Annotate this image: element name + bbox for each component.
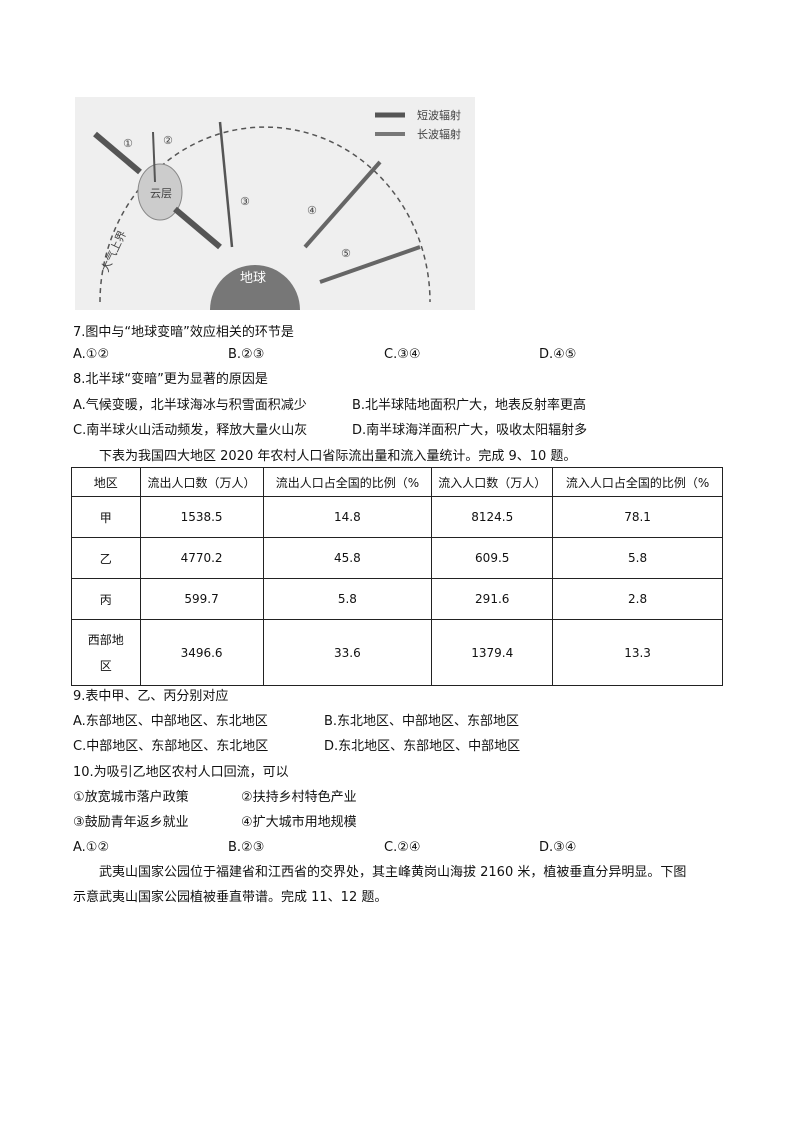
q7-option-a: A.①②	[73, 347, 110, 362]
q10-option-a: A.①②	[73, 840, 110, 855]
q10-option-d: D.③④	[539, 840, 577, 855]
q10-option-b: B.②③	[228, 840, 265, 855]
q8-option-d: D.南半球海洋面积广大，吸收太阳辐射多	[352, 423, 588, 438]
q9-option-a: A.东部地区、中部地区、东北地区	[73, 714, 268, 729]
svg-text:③: ③	[240, 195, 250, 208]
radiation-diagram: 地球 云层 大气上界 ① ② ③ ④ ⑤ 短波辐射 长波辐射	[75, 97, 475, 310]
legend-shortwave: 短波辐射	[417, 108, 461, 122]
table-row: 丙 599.7 5.8 291.6 2.8	[71, 578, 723, 620]
q9-option-c: C.中部地区、东部地区、东北地区	[73, 739, 269, 754]
table-row: 甲 1538.5 14.8 8124.5 78.1	[71, 496, 723, 538]
shortwave-arrow-3	[218, 121, 234, 248]
longwave-arrow-4	[303, 160, 382, 249]
population-table: 地区 流出人口数（万人） 流出人口占全国的比例（% 流入人口数（万人） 流入人口占全国的…	[71, 467, 723, 686]
shortwave-arrow-1	[93, 131, 142, 175]
cloud-icon	[137, 163, 183, 221]
table-row: 乙 4770.2 45.8 609.5 5.8	[71, 537, 723, 579]
q10-item: ③鼓励青年返乡就业	[73, 815, 189, 830]
table-row: 西部地 区 3496.6 33.6 1379.4 13.3	[71, 619, 723, 686]
q7-option-c: C.③④	[384, 347, 421, 362]
q8-option-c: C.南半球火山活动频发，释放大量火山灰	[73, 423, 308, 438]
q8-option-a: A.气候变暖，北半球海冰与积雪面积减少	[73, 398, 307, 413]
q10-option-c: C.②④	[384, 840, 421, 855]
q10-item: ②扶持乡村特色产业	[241, 790, 357, 805]
q9-option-d: D.东北地区、东部地区、中部地区	[324, 739, 521, 754]
cloud-label: 云层	[150, 187, 172, 200]
table-header-row: 地区 流出人口数（万人） 流出人口占全国的比例（% 流入人口数（万人） 流入人口占全国的…	[71, 467, 723, 497]
shortwave-arrow-2	[152, 131, 156, 183]
passage-line: 示意武夷山国家公园植被垂直带谱。完成 11、12 题。	[73, 890, 388, 905]
svg-text:①: ①	[123, 137, 133, 150]
q8-option-b: B.北半球陆地面积广大，地表反射率更高	[352, 398, 587, 413]
earth-label: 地球	[240, 271, 266, 286]
q10-item: ①放宽城市落户政策	[73, 790, 189, 805]
svg-text:⑤: ⑤	[341, 247, 351, 260]
q8-stem: 8.北半球“变暗”更为显著的原因是	[73, 372, 268, 387]
q9-stem: 9.表中甲、乙、丙分别对应	[73, 689, 229, 704]
svg-text:②: ②	[163, 134, 173, 147]
svg-text:④: ④	[307, 204, 317, 217]
table-intro: 下表为我国四大地区 2020 年农村人口省际流出量和流入量统计。完成 9、10 …	[99, 449, 577, 464]
q10-item: ④扩大城市用地规模	[241, 815, 357, 830]
earth-icon	[210, 265, 300, 310]
legend-longwave: 长波辐射	[417, 127, 461, 141]
passage-line: 武夷山国家公园位于福建省和江西省的交界处，其主峰黄岗山海拔 2160 米，植被垂…	[99, 865, 687, 880]
q7-option-b: B.②③	[228, 347, 265, 362]
q7-option-d: D.④⑤	[539, 347, 577, 362]
q7-stem: 7.图中与“地球变暗”效应相关的环节是	[73, 325, 294, 340]
longwave-arrow-5	[319, 245, 421, 284]
q10-stem: 10.为吸引乙地区农村人口回流，可以	[73, 765, 289, 780]
q9-option-b: B.东北地区、中部地区、东部地区	[324, 714, 520, 729]
